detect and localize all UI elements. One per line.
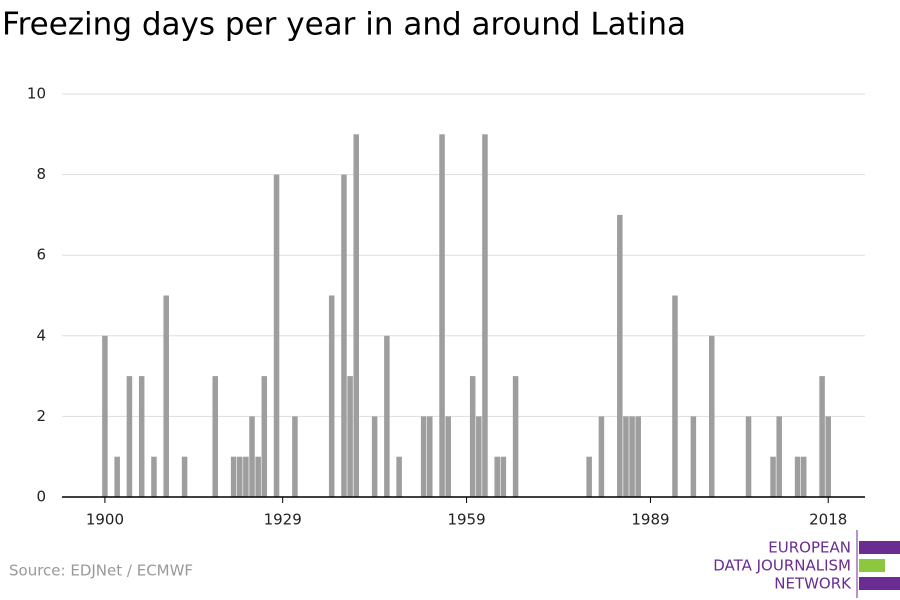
bar (776, 416, 782, 497)
bar (690, 416, 697, 497)
bar (255, 456, 261, 497)
x-tick-label: 1959 (447, 511, 485, 529)
bar (114, 456, 120, 497)
bar (341, 174, 347, 497)
bar (819, 376, 825, 497)
bar (371, 416, 378, 497)
logo-bar (859, 541, 900, 554)
logo-bar (859, 559, 885, 572)
y-tick-label: 0 (36, 488, 46, 506)
bar (635, 416, 641, 497)
logo-text: NETWORK (774, 575, 852, 593)
bar (745, 416, 752, 497)
bar (230, 456, 237, 497)
bar (243, 456, 249, 497)
bar (770, 456, 776, 497)
bar (249, 416, 255, 497)
bar (396, 456, 402, 497)
bar (629, 416, 635, 497)
bar (273, 174, 280, 497)
bar (439, 134, 445, 498)
bar (212, 376, 219, 497)
x-tick-label: 1989 (631, 511, 669, 529)
bar (598, 416, 605, 497)
bar (825, 416, 831, 497)
bar (102, 335, 108, 497)
bar (292, 416, 298, 497)
bar (482, 134, 488, 498)
y-tick-label: 10 (27, 85, 46, 103)
bar (353, 134, 359, 498)
bar (512, 376, 519, 497)
logo-bar (859, 577, 900, 590)
x-tick-label: 1929 (264, 511, 302, 529)
bar (476, 416, 482, 497)
bar (469, 376, 476, 497)
bar (445, 416, 451, 497)
y-tick-label: 8 (36, 165, 46, 183)
bar (500, 456, 507, 497)
bar (328, 295, 335, 497)
y-tick-label: 4 (36, 326, 46, 344)
bar (384, 335, 390, 497)
bar (708, 335, 715, 497)
bar (427, 416, 433, 497)
bar (420, 416, 427, 497)
logo: EUROPEAN DATA JOURNALISM NETWORK (713, 530, 900, 598)
bar (138, 376, 145, 497)
bar (623, 416, 629, 497)
y-tick-label: 6 (36, 246, 46, 264)
x-tick-label: 1900 (86, 511, 124, 529)
bar (181, 456, 188, 497)
source: Source: EDJNet / ECMWF (9, 562, 193, 580)
bar (794, 456, 801, 497)
bar (672, 295, 678, 497)
x-tick-label: 2018 (809, 511, 847, 529)
bar (151, 456, 157, 497)
logo-text: DATA JOURNALISM (713, 557, 851, 575)
chart-title: Freezing days per year in and around Lat… (2, 7, 686, 43)
logo-text: EUROPEAN (768, 539, 851, 557)
bar (163, 295, 169, 497)
bar (237, 456, 243, 497)
bar (617, 214, 623, 497)
bar (800, 456, 807, 497)
y-tick-label: 2 (36, 407, 46, 425)
bar (347, 376, 353, 497)
bar (126, 376, 133, 497)
bar (586, 456, 592, 497)
bar (494, 456, 500, 497)
bar (261, 376, 268, 497)
